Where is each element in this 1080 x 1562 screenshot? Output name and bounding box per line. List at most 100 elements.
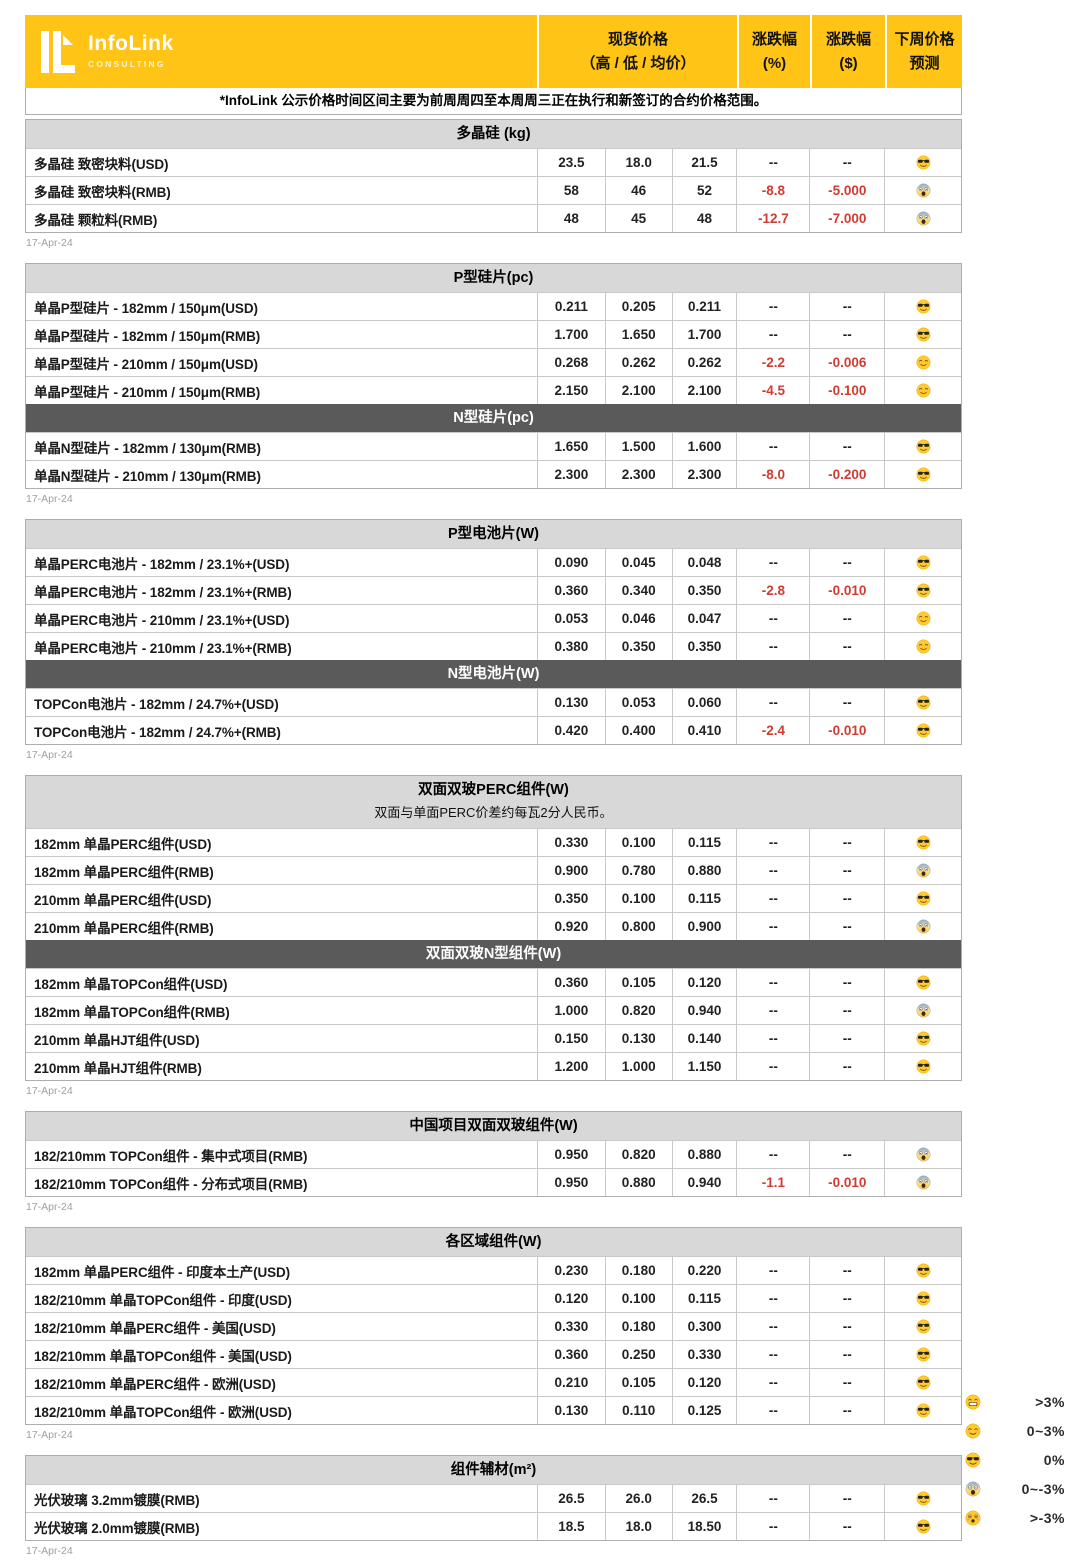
table-row: 多晶硅 颗粒料(RMB) 48 45 48 -12.7 -7.000 <box>26 204 961 232</box>
col-header-change-usd-line2: ($) <box>839 54 858 72</box>
section-title: 组件辅材(m²) <box>450 1462 537 1478</box>
section-header: 组件辅材(m²) <box>26 1456 961 1484</box>
row-item-name: 光伏玻璃 2.0mm镀膜(RMB) <box>34 1520 200 1536</box>
price-high: 0.920 <box>536 913 605 940</box>
col-header-forecast-line2: 预测 <box>909 54 940 72</box>
infolink-logo: InfoLink CONSULTING <box>25 15 537 88</box>
section-title: 各区域组件(W) <box>445 1234 542 1250</box>
change-usd: -- <box>809 997 884 1024</box>
sunglasses-emoji <box>884 969 961 996</box>
sunglasses-emoji <box>884 1025 961 1052</box>
price-high: 2.150 <box>536 377 605 404</box>
change-pct: -- <box>736 1141 809 1168</box>
price-avg: 0.120 <box>671 969 737 996</box>
sunglasses-emoji <box>884 1513 961 1540</box>
row-item-name: 210mm 单晶HJT组件(RMB) <box>34 1060 202 1076</box>
table-row: 单晶N型硅片 - 210mm / 130μm(RMB) 2.300 2.300 2.3… <box>26 460 961 488</box>
change-pct: -- <box>736 321 809 348</box>
smile-emoji <box>965 1423 981 1439</box>
price-high: 1.200 <box>536 1053 605 1080</box>
price-section-group: P型电池片(W) 单晶PERC电池片 - 182mm / 23.1%+(USD) 0… <box>25 519 962 745</box>
legend-label: >3% <box>1035 1393 1065 1410</box>
table-row: 单晶P型硅片 - 182mm / 150μm(RMB) 1.700 1.650 1.7… <box>26 320 961 348</box>
price-low: 0.780 <box>604 857 672 884</box>
price-low: 0.180 <box>604 1313 672 1340</box>
price-low: 0.100 <box>604 885 672 912</box>
row-item-name: 单晶P型硅片 - 182mm / 150μm(USD) <box>34 300 258 316</box>
col-header-spot-price-line2: （高 / 低 / 均价） <box>580 54 696 72</box>
col-header-spot-price: 现货价格 （高 / 低 / 均价） <box>537 15 737 88</box>
col-header-change-usd-line1: 涨跌幅 <box>825 31 871 49</box>
row-item-name: 多晶硅 致密块料(RMB) <box>34 184 171 200</box>
section-header: P型电池片(W) <box>26 520 961 548</box>
price-high: 0.120 <box>536 1285 605 1312</box>
price-avg: 18.50 <box>671 1513 737 1540</box>
price-avg: 0.880 <box>671 1141 737 1168</box>
section-title: P型硅片(pc) <box>453 270 534 286</box>
table-row: 182/210mm TOPCon组件 - 分布式项目(RMB) 0.950 0.88… <box>26 1168 961 1196</box>
section-date: 17-Apr-24 <box>26 1201 73 1213</box>
section-header: P型硅片(pc) <box>26 264 961 292</box>
row-item-name: 单晶N型硅片 - 210mm / 130μm(RMB) <box>34 468 261 484</box>
table-row: TOPCon电池片 - 182mm / 24.7%+(RMB) 0.420 0.40… <box>26 716 961 744</box>
table-row: 光伏玻璃 2.0mm镀膜(RMB) 18.5 18.0 18.50 -- -- <box>26 1512 961 1540</box>
change-pct: -- <box>736 1285 809 1312</box>
row-item-name: 182mm 单晶PERC组件 - 印度本土产(USD) <box>34 1264 291 1280</box>
change-pct: -- <box>736 1257 809 1284</box>
change-usd: -5.000 <box>809 177 884 204</box>
price-avg: 0.880 <box>671 857 737 884</box>
price-avg: 0.262 <box>671 349 737 376</box>
price-high: 23.5 <box>536 149 605 176</box>
price-high: 0.150 <box>536 1025 605 1052</box>
price-avg: 0.220 <box>671 1257 737 1284</box>
sunglasses-emoji <box>884 1053 961 1080</box>
price-avg: 1.600 <box>671 433 737 460</box>
change-usd: -0.010 <box>809 577 884 604</box>
row-item-name: 单晶PERC电池片 - 210mm / 23.1%+(RMB) <box>34 640 292 656</box>
change-pct: -8.8 <box>736 177 809 204</box>
section-header: 中国项目双面双玻组件(W) <box>26 1112 961 1140</box>
price-high: 2.300 <box>536 461 605 488</box>
price-section-group: 组件辅材(m²) 光伏玻璃 3.2mm镀膜(RMB) 26.5 26.0 26.5 -- -… <box>25 1455 962 1541</box>
row-item-name: 单晶P型硅片 - 182mm / 150μm(RMB) <box>34 328 261 344</box>
row-item-name: 182mm 单晶PERC组件(USD) <box>34 836 212 852</box>
change-pct: -- <box>736 1053 809 1080</box>
scream-emoji <box>965 1481 981 1497</box>
legend-label: 0~3% <box>1026 1422 1065 1439</box>
price-low: 0.100 <box>604 1285 672 1312</box>
table-row: 单晶PERC电池片 - 182mm / 23.1%+(RMB) 0.360 0.34… <box>26 576 961 604</box>
section-header: N型电池片(W) <box>26 660 961 688</box>
price-avg: 0.940 <box>671 1169 737 1196</box>
price-high: 0.900 <box>536 857 605 884</box>
change-usd: -- <box>809 1485 884 1512</box>
table-row: 单晶N型硅片 - 182mm / 130μm(RMB) 1.650 1.500 1.6… <box>26 432 961 460</box>
row-item-name: 182/210mm TOPCon组件 - 集中式项目(RMB) <box>34 1148 308 1164</box>
col-header-change-pct: 涨跌幅 (%) <box>737 15 810 88</box>
price-avg: 2.100 <box>671 377 737 404</box>
change-pct: -12.7 <box>736 205 809 232</box>
table-row: 182/210mm TOPCon组件 - 集中式项目(RMB) 0.950 0.82… <box>26 1140 961 1168</box>
price-low: 45 <box>604 205 672 232</box>
section-title: 多晶硅 (kg) <box>456 126 531 142</box>
col-header-forecast-line1: 下周价格 <box>894 31 955 49</box>
change-pct: -4.5 <box>736 377 809 404</box>
price-avg: 0.115 <box>671 885 737 912</box>
price-low: 26.0 <box>604 1485 672 1512</box>
price-low: 1.500 <box>604 433 672 460</box>
change-usd: -- <box>809 605 884 632</box>
price-high: 1.000 <box>536 997 605 1024</box>
row-item-name: 182mm 单晶TOPCon组件(USD) <box>34 976 228 992</box>
row-item-name: 单晶P型硅片 - 210mm / 150μm(USD) <box>34 356 258 372</box>
table-row: 单晶PERC电池片 - 182mm / 23.1%+(USD) 0.090 0.04… <box>26 548 961 576</box>
forecast-legend: >3% 0~3% 0% 0~-3% >-3% <box>963 1387 1067 1532</box>
scream-emoji <box>884 1169 961 1196</box>
section-title: N型电池片(W) <box>447 666 540 682</box>
price-high: 0.053 <box>536 605 605 632</box>
price-low: 0.100 <box>604 829 672 856</box>
table-row: 210mm 单晶HJT组件(RMB) 1.200 1.000 1.150 -- -- <box>26 1052 961 1080</box>
change-pct: -2.8 <box>736 577 809 604</box>
change-pct: -- <box>736 633 809 660</box>
scream-emoji <box>884 1141 961 1168</box>
grin-emoji <box>965 1394 981 1410</box>
price-period-note: *InfoLink 公示价格时间区间主要为前周周四至本周周三正在执行和新签订的合… <box>25 88 962 115</box>
